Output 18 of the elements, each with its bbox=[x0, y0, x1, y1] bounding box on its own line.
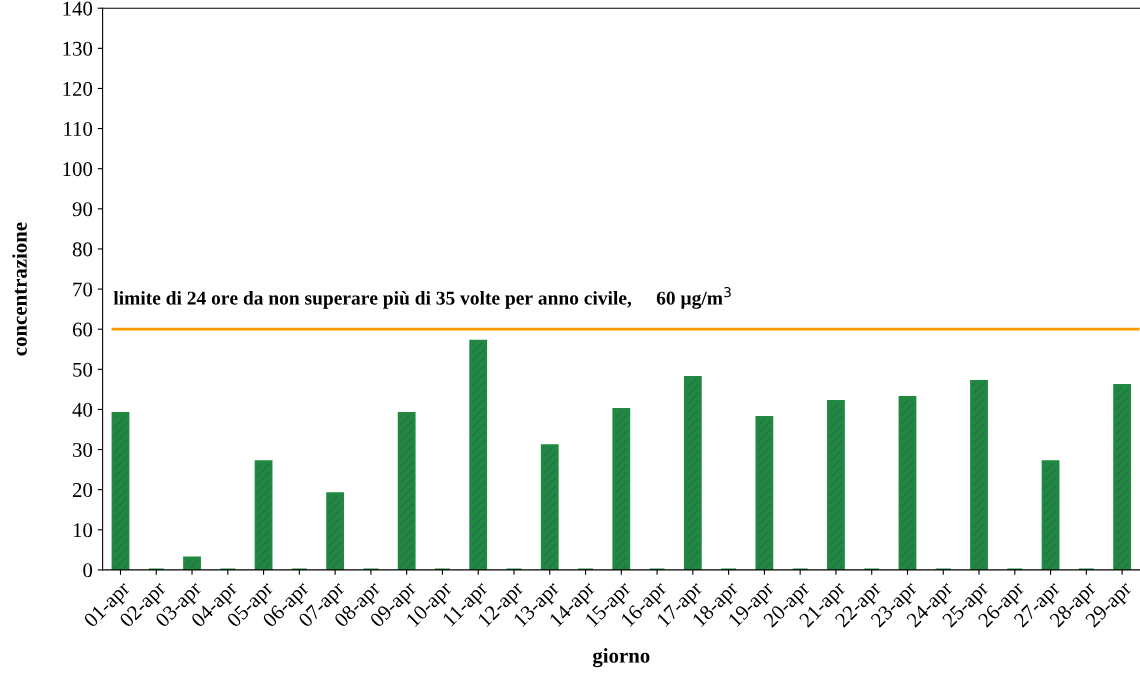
y-tick-label: 110 bbox=[64, 121, 93, 137]
ref-line-label: limite di 24 ore da non superare più di 35 volte per anno civile, 60 µg/m$^{3}$ bbox=[113, 286, 731, 309]
y-tick-label: 130 bbox=[63, 41, 93, 56]
y-axis-title: concentrazione bbox=[12, 222, 27, 356]
y-tick-label: 100 bbox=[63, 162, 93, 177]
y-tick-label: 50 bbox=[73, 362, 93, 377]
y-tick-label: 70 bbox=[73, 282, 93, 297]
y-tick-label: 90 bbox=[72, 202, 93, 217]
y-tick-label: 10 bbox=[73, 523, 93, 538]
y-tick-label: 140 bbox=[63, 1, 93, 16]
y-tick-label: 0 bbox=[83, 563, 93, 578]
y-tick-label: 30 bbox=[73, 442, 93, 457]
y-tick-label: 80 bbox=[72, 242, 93, 257]
y-tick-label: 40 bbox=[72, 402, 93, 417]
x-axis-title: giorno bbox=[592, 648, 650, 668]
y-tick-label: 60 bbox=[72, 322, 93, 337]
y-tick-label: 120 bbox=[63, 81, 93, 96]
y-tick-label: 20 bbox=[72, 483, 93, 498]
